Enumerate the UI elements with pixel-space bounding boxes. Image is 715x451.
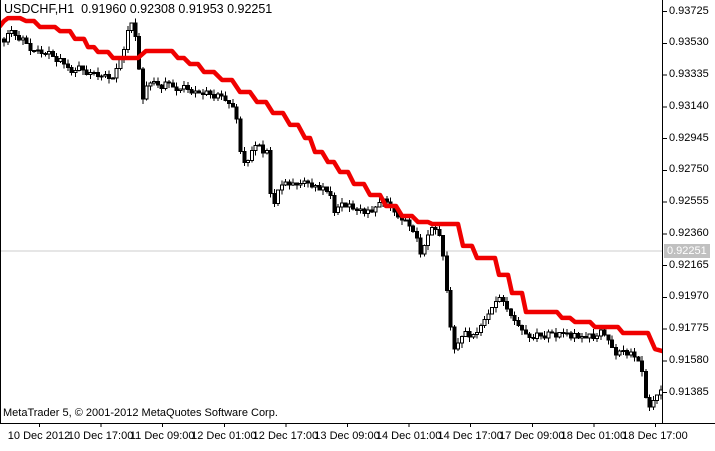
- time-axis-label: 13 Dec 09:00: [314, 430, 380, 442]
- time-axis-label: 17 Dec 09:00: [499, 430, 565, 442]
- price-axis-label: 0.91385: [669, 385, 709, 398]
- time-axis-label: 12 Dec 17:00: [252, 430, 319, 442]
- plot-border: [0, 0, 715, 427]
- price-axis-label: 0.93530: [669, 36, 709, 49]
- time-axis-label: 10 Dec 2012: [7, 430, 71, 442]
- price-axis-label: 0.92750: [669, 163, 709, 176]
- price-axis-label: 0.93335: [669, 68, 709, 80]
- copyright-text: MetaTrader 5, © 2001-2012 MetaQuotes Sof…: [3, 407, 278, 419]
- time-axis-label: 18 Dec 17:00: [622, 430, 688, 442]
- chart-symbol-title: USDCHF,H1 0.91960 0.92308 0.91953 0.9225…: [4, 2, 273, 16]
- candlesticks: [2, 18, 662, 412]
- time-axis-label: 11 Dec 09:00: [129, 430, 195, 442]
- time-axis-label: 10 Dec 17:00: [67, 430, 134, 442]
- price-axis-label: 0.92945: [669, 131, 709, 144]
- time-axis-label: 18 Dec 01:00: [560, 430, 627, 442]
- trend-indicator-line: [0, 15, 662, 354]
- price-axis-label: 0.91970: [669, 290, 709, 303]
- price-axis-label: 0.92165: [669, 258, 709, 271]
- time-axis-label: 14 Dec 01:00: [375, 430, 442, 442]
- current-price-badge: 0.92251: [664, 244, 710, 258]
- price-axis-label: 0.91580: [669, 353, 709, 366]
- time-axis-label: 14 Dec 17:00: [437, 430, 503, 442]
- price-axis-label: 0.91775: [669, 322, 709, 334]
- price-axis-label: 0.93725: [669, 4, 709, 17]
- time-axis-label: 12 Dec 01:00: [191, 430, 257, 442]
- plot-area: [0, 15, 662, 412]
- price-axis-label: 0.92555: [669, 195, 709, 207]
- price-axis-label: 0.92360: [669, 226, 709, 239]
- price-axis-label: 0.93140: [669, 99, 709, 112]
